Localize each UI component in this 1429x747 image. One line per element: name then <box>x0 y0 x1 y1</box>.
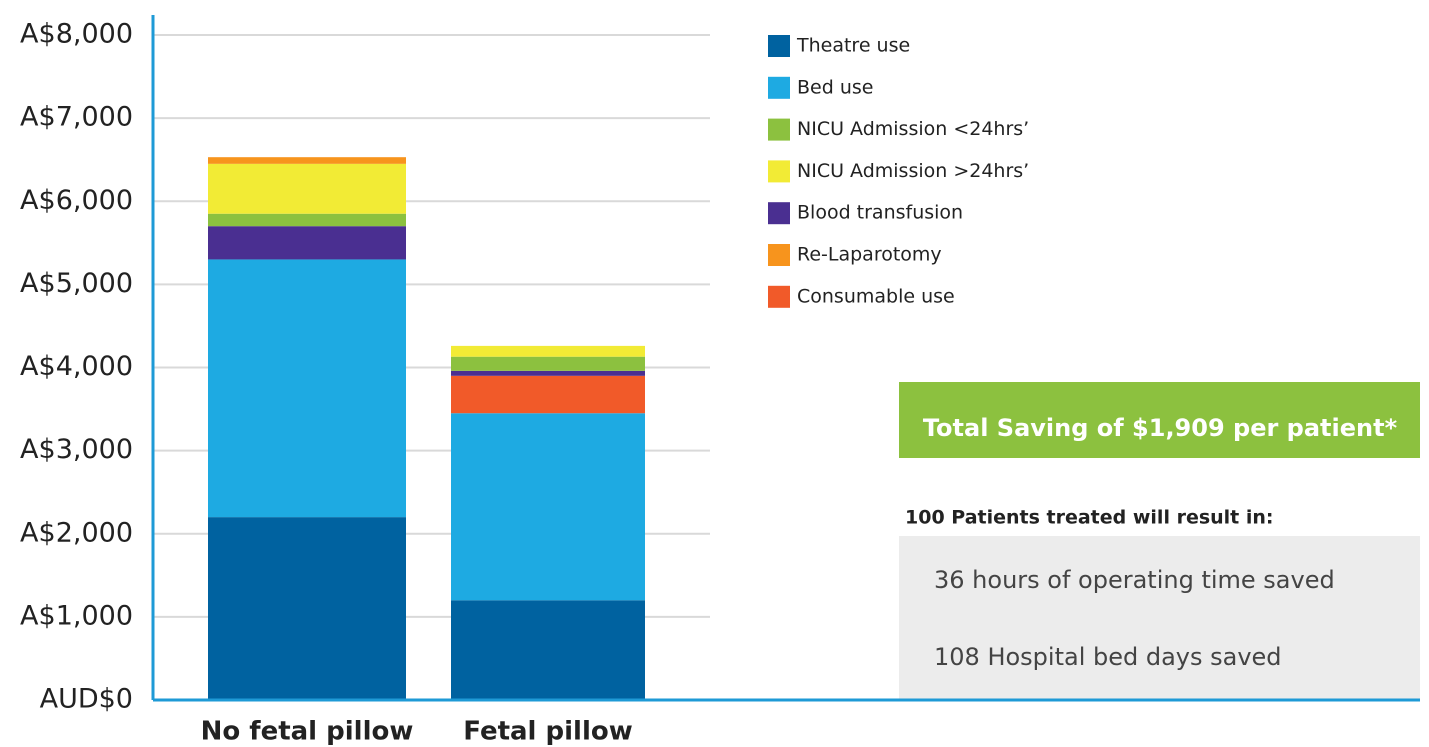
bar-segment <box>451 370 645 376</box>
y-tick-label: A$1,000 <box>20 600 133 631</box>
bar-segment <box>208 163 406 214</box>
y-tick-label: A$5,000 <box>20 268 133 299</box>
legend-swatch <box>768 244 790 266</box>
legend-swatch <box>768 35 790 57</box>
summary-title: 100 Patients treated will result in: <box>905 507 1274 529</box>
legend-swatch <box>768 202 790 225</box>
legend-label: Blood transfusion <box>797 202 963 224</box>
bar-segment <box>208 259 406 518</box>
bar-segment <box>451 375 645 414</box>
bar-segment <box>208 213 406 227</box>
bar-segment <box>208 157 406 164</box>
bar-segment <box>451 413 645 601</box>
legend-swatch <box>768 160 790 183</box>
summary-item: 108 Hospital bed days saved <box>934 643 1282 671</box>
legend-swatch <box>768 76 790 99</box>
legend-swatch <box>768 285 790 308</box>
legend-swatch <box>768 118 790 141</box>
callout-box <box>899 382 1420 458</box>
legend-label: Re-Laparotomy <box>797 244 942 266</box>
legend-label: Bed use <box>797 76 873 98</box>
bar-segment <box>208 517 406 700</box>
y-tick-label: AUD$0 <box>40 684 133 715</box>
legend-label: Consumable use <box>797 285 955 307</box>
y-tick-label: A$2,000 <box>20 517 133 548</box>
bar-segment <box>451 356 645 371</box>
bar-segment <box>451 600 645 700</box>
legend-label: NICU Admission >24hrs’ <box>797 160 1029 182</box>
callout-text: Total Saving of $1,909 per patient* <box>923 414 1398 442</box>
bar-segment <box>451 345 645 357</box>
y-tick-label: A$4,000 <box>20 351 133 382</box>
x-tick-label: Fetal pillow <box>463 717 633 747</box>
y-tick-label: A$8,000 <box>20 19 133 50</box>
bar-segment <box>208 226 406 260</box>
summary-box <box>899 536 1420 700</box>
summary-item: 36 hours of operating time saved <box>934 566 1335 594</box>
legend-label: NICU Admission <24hrs’ <box>797 118 1029 140</box>
y-tick-label: A$3,000 <box>20 434 133 465</box>
legend-label: Theatre use <box>796 35 910 57</box>
y-tick-label: A$7,000 <box>20 102 133 133</box>
y-tick-label: A$6,000 <box>20 185 133 216</box>
x-tick-label: No fetal pillow <box>201 717 414 747</box>
